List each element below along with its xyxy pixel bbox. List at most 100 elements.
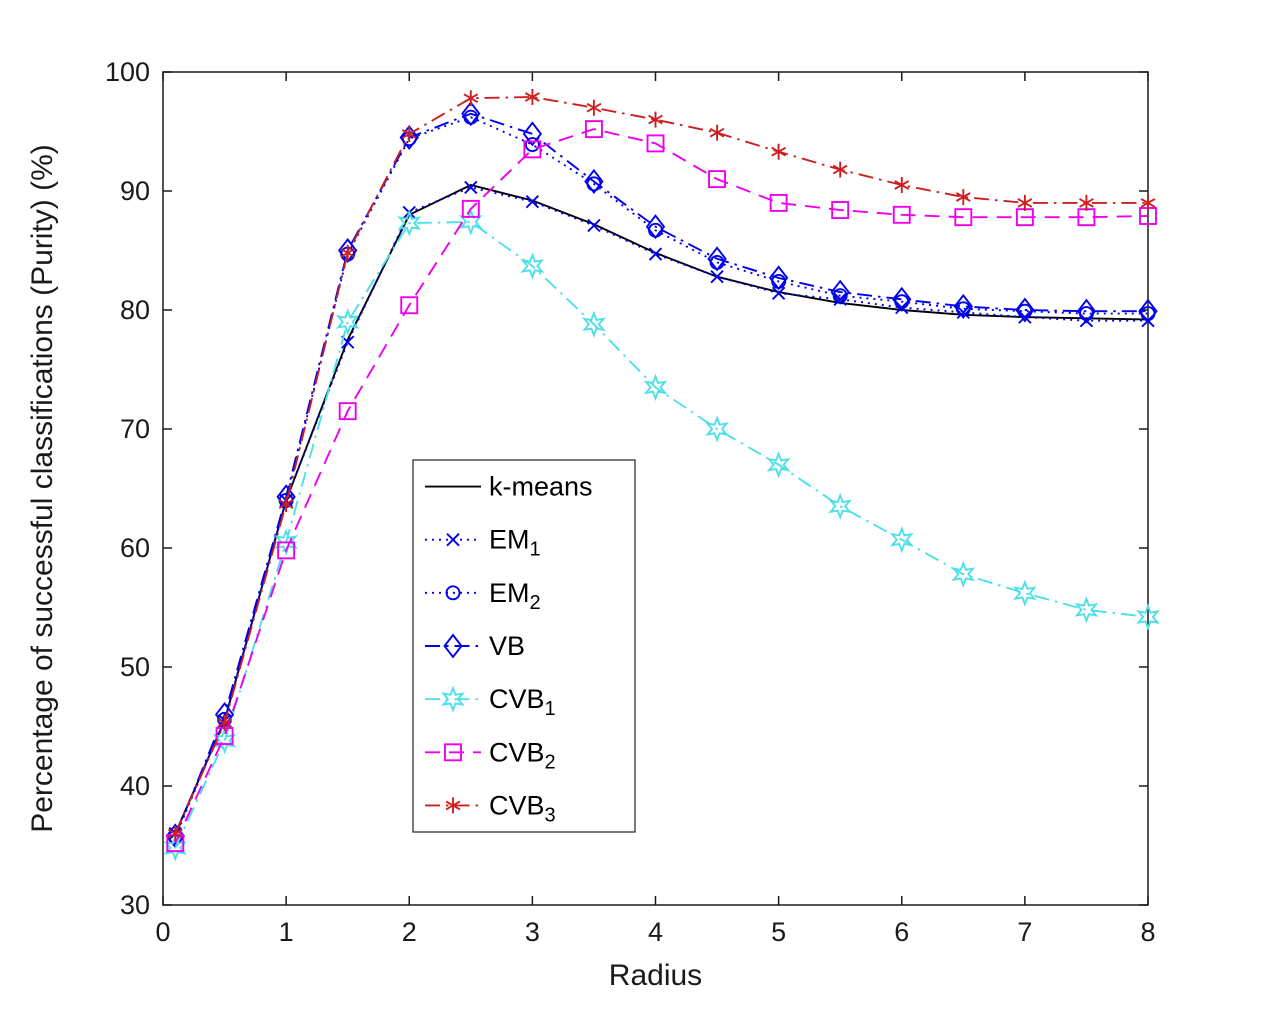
x-tick-label: 7 [1017, 917, 1032, 947]
marker-asterisk [955, 189, 971, 205]
marker-asterisk [524, 89, 540, 105]
series-line [174, 112, 1148, 837]
marker-diamond [1076, 298, 1097, 324]
marker-square [584, 120, 603, 139]
marker-diamond [461, 101, 481, 127]
marker-asterisk [278, 496, 294, 512]
marker-square [954, 208, 973, 227]
marker-square [523, 140, 542, 159]
marker-star [951, 560, 976, 588]
marker-x [771, 286, 786, 301]
y-tick-label: 30 [120, 890, 150, 920]
marker-x [956, 305, 970, 320]
marker-diamond [443, 633, 463, 659]
marker-diamond [522, 121, 543, 147]
marker-star [458, 208, 483, 236]
marker-square [769, 193, 788, 212]
marker-asterisk [1079, 194, 1094, 211]
marker-square [461, 199, 480, 218]
marker-asterisk [586, 99, 602, 116]
x-tick-label: 3 [525, 917, 540, 947]
marker-star [163, 834, 188, 862]
marker-asterisk [340, 244, 356, 261]
marker-diamond [1015, 297, 1035, 323]
marker-x [464, 180, 478, 195]
legend-label: VB [489, 631, 525, 661]
marker-square [338, 402, 357, 421]
marker-star [705, 415, 729, 443]
marker-x [833, 292, 847, 306]
legend-label: CVB1 [489, 684, 556, 720]
marker-asterisk [709, 124, 725, 141]
marker-star [1074, 596, 1099, 624]
y-tick-label: 70 [120, 414, 150, 444]
marker-diamond [953, 293, 974, 319]
y-tick-label: 100 [105, 57, 150, 87]
legend-box [412, 459, 636, 833]
legend-item-em1: EM1 [425, 525, 541, 561]
marker-star [441, 685, 465, 713]
marker-asterisk [167, 825, 183, 842]
x-tick-label: 2 [402, 917, 417, 947]
legend-item-em2: EM2 [425, 578, 541, 614]
marker-square [277, 541, 296, 560]
legend-label: EM1 [489, 525, 541, 561]
marker-square [400, 296, 419, 315]
marker-diamond [892, 286, 912, 312]
legend-item-cvb2: CVB2 [425, 737, 556, 773]
legend: k-means EM1 EM2 VB CVB1 CVB2 CVB3 [412, 459, 636, 833]
x-tick-label: 5 [771, 917, 786, 947]
marker-circle [445, 585, 461, 601]
series-line [174, 128, 1149, 844]
marker-x [525, 195, 540, 209]
x-tick-label: 4 [648, 917, 663, 947]
series-cvb3 [167, 89, 1156, 842]
series-cvb2 [166, 120, 1157, 853]
marker-asterisk [771, 143, 787, 160]
marker-star [397, 209, 422, 237]
marker-star [1012, 579, 1037, 607]
marker-square [831, 201, 850, 219]
marker-star [274, 528, 299, 556]
marker-x [587, 218, 601, 233]
marker-asterisk [648, 111, 663, 128]
marker-star [828, 492, 853, 520]
marker-diamond [645, 214, 666, 240]
y-tick-label: 50 [120, 652, 150, 682]
marker-circle [524, 137, 540, 153]
marker-diamond [707, 246, 727, 272]
marker-diamond [584, 168, 604, 195]
marker-star [335, 308, 360, 336]
marker-x [710, 270, 724, 284]
marker-diamond [768, 265, 789, 291]
y-tick-label: 80 [120, 295, 150, 325]
marker-star [212, 727, 237, 755]
marker-star [766, 450, 791, 479]
marker-star [1136, 603, 1160, 631]
marker-square [646, 134, 665, 153]
marker-asterisk [217, 714, 232, 731]
marker-asterisk [463, 90, 479, 107]
marker-square [444, 743, 462, 762]
marker-asterisk [1017, 194, 1033, 211]
series-line [174, 116, 1148, 838]
marker-square [892, 205, 911, 224]
marker-square [708, 170, 727, 189]
y-axis-label: Percentage of successful classifications… [26, 144, 59, 833]
x-tick-label: 8 [1140, 917, 1155, 947]
marker-star [520, 252, 545, 280]
x-tick-label: 1 [279, 917, 294, 947]
marker-asterisk [894, 177, 910, 193]
marker-star [582, 310, 606, 339]
x-axis-label: Radius [609, 959, 702, 992]
marker-diamond [399, 124, 419, 151]
marker-diamond [1138, 298, 1158, 324]
marker-asterisk [1140, 194, 1156, 211]
y-tick-label: 90 [120, 176, 150, 206]
marker-asterisk [445, 797, 461, 814]
legend-item-cvb1: CVB1 [425, 684, 556, 720]
marker-diamond [337, 237, 358, 264]
legend-label: EM2 [489, 578, 541, 614]
marker-star [643, 373, 668, 402]
